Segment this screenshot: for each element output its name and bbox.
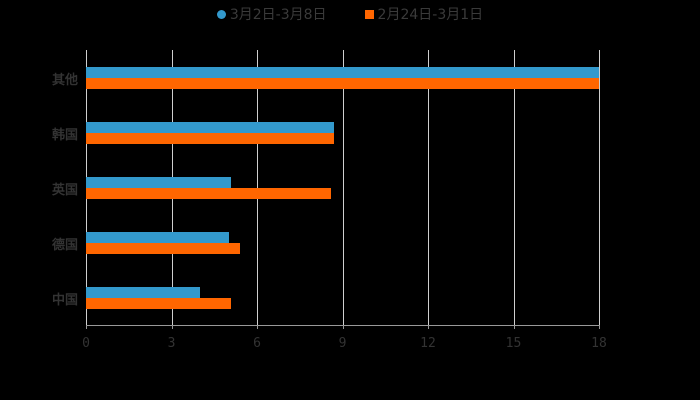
axis-tick — [599, 325, 600, 329]
legend-label: 2月24日-3月1日 — [377, 7, 484, 23]
y-category-label: 英国 — [51, 182, 78, 198]
bar-series1[interactable] — [86, 121, 334, 133]
bar-series1[interactable] — [86, 66, 599, 78]
bar-series1[interactable] — [86, 231, 229, 243]
circle-marker-icon — [216, 9, 226, 19]
bar-series2[interactable] — [86, 187, 332, 199]
x-tick-label: 6 — [253, 336, 261, 351]
x-tick-label: 12 — [420, 336, 436, 351]
y-category-label: 韩国 — [51, 127, 78, 143]
axis-tick — [86, 325, 87, 329]
axis-tick — [428, 325, 429, 329]
legend-label: 3月2日-3月8日 — [229, 7, 327, 23]
x-axis — [86, 325, 599, 326]
bar-series2[interactable] — [86, 242, 240, 254]
legend-item-series2[interactable]: 2月24日-3月1日 — [364, 4, 484, 24]
legend: 3月2日-3月8日 2月24日-3月1日 — [0, 4, 700, 24]
x-tick-label: 18 — [591, 336, 607, 351]
bar-series1[interactable] — [86, 286, 200, 298]
bar-series2[interactable] — [86, 297, 232, 309]
gridline — [428, 50, 429, 325]
bar-series2[interactable] — [86, 77, 599, 89]
bar-series1[interactable] — [86, 176, 232, 188]
axis-tick — [171, 325, 173, 329]
axis-tick — [342, 325, 344, 329]
gridline — [513, 50, 515, 325]
y-category-label: 其他 — [51, 72, 78, 88]
y-category-label: 德国 — [51, 237, 78, 253]
gridline — [599, 50, 600, 325]
y-category-label: 中国 — [51, 292, 78, 308]
legend-item-series1[interactable]: 3月2日-3月8日 — [216, 4, 327, 24]
x-tick-label: 0 — [82, 336, 90, 351]
x-tick-label: 9 — [338, 336, 347, 351]
axis-tick — [257, 325, 258, 329]
x-tick-label: 3 — [167, 336, 176, 351]
bar-series2[interactable] — [86, 132, 334, 144]
square-marker-icon — [364, 9, 374, 19]
gridline — [342, 50, 344, 325]
axis-tick — [513, 325, 515, 329]
x-tick-label: 15 — [505, 336, 522, 351]
